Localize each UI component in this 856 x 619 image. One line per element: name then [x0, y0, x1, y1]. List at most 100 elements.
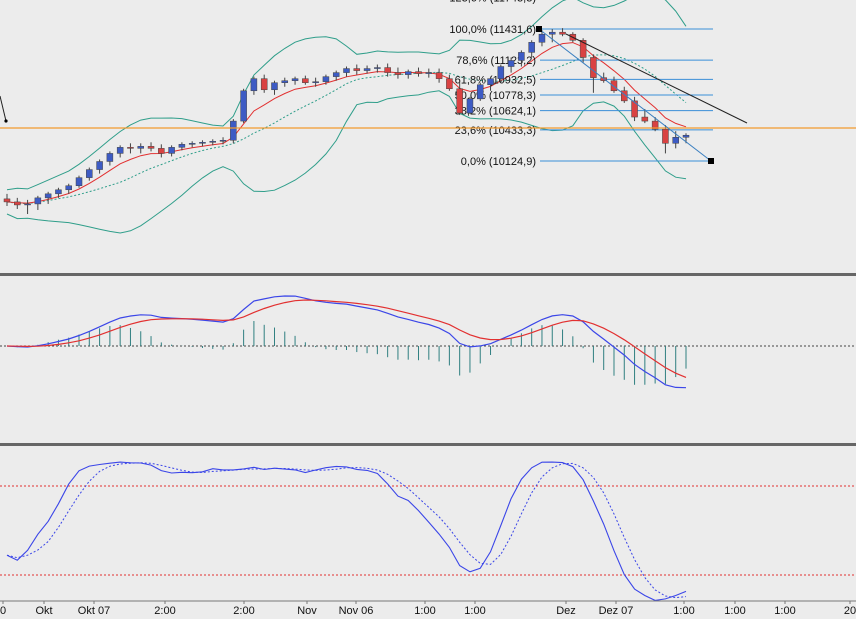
trendline-down[interactable]: [565, 33, 748, 124]
candle-body: [353, 68, 361, 71]
macd-histogram: [16, 321, 687, 385]
candle-body: [188, 143, 196, 145]
candle-body: [24, 203, 31, 206]
time-tick-label: 2:00: [233, 605, 254, 617]
candle-body: [147, 146, 155, 149]
stochastic-pane: [0, 461, 856, 601]
candle-body: [209, 141, 217, 143]
bollinger-bands: [6, 0, 687, 234]
time-tick-label: 0: [0, 605, 6, 617]
fib-level-label: 78,6% (11123,2): [456, 55, 536, 67]
candle-body: [641, 116, 649, 122]
time-tick-label: 1:00: [724, 605, 745, 617]
time-tick-label: Okt 07: [78, 605, 110, 617]
candle-body: [3, 198, 11, 203]
candle-body: [260, 78, 268, 91]
time-tick-label: 1:00: [464, 605, 485, 617]
candle-body: [86, 169, 93, 178]
macd-signal-line: [6, 299, 687, 378]
candle-body: [415, 71, 422, 74]
candle-body: [332, 72, 340, 77]
candle-body: [466, 98, 474, 114]
fib-level-label: 0,0% (10124,9): [461, 156, 536, 168]
candle-body: [230, 120, 237, 141]
candle-body: [549, 31, 556, 35]
candle-body: [446, 78, 453, 90]
fib-anchor-bottom[interactable]: [708, 158, 714, 164]
candle-body: [579, 40, 587, 58]
stochastic-k-line: [6, 461, 687, 601]
fib-level-label: 100,0% (11431,6): [449, 24, 536, 36]
candle-body: [631, 100, 638, 118]
time-tick-label: Nov 06: [339, 605, 374, 617]
candles: [3, 28, 690, 215]
time-tick-label: Nov: [297, 605, 317, 617]
candle-body: [435, 72, 443, 79]
moving-average-red: [6, 42, 687, 204]
time-tick-label: Dez 07: [599, 605, 634, 617]
candle-body: [281, 80, 289, 83]
candle-body: [384, 67, 391, 73]
candle-body: [538, 33, 546, 43]
candle-body: [137, 146, 144, 149]
candle-body: [559, 31, 566, 35]
candle-body: [487, 78, 494, 85]
candle-body: [507, 60, 515, 67]
candle-body: [75, 177, 83, 186]
candle-body: [476, 84, 484, 100]
candle-body: [672, 137, 679, 144]
candle-body: [219, 140, 227, 142]
bollinger-lower: [6, 90, 687, 234]
candle-body: [374, 67, 381, 69]
candle-body: [65, 185, 72, 191]
candle-body: [621, 90, 628, 102]
fib-level-label: 23,6% (10433,3): [455, 125, 536, 137]
candle-body: [651, 120, 659, 130]
time-tick-label: 1:00: [774, 605, 795, 617]
candle-body: [312, 81, 319, 83]
candle-body: [497, 66, 505, 79]
fib-anchor-line[interactable]: [538, 28, 712, 162]
candle-body: [291, 78, 299, 81]
left-trendline-end[interactable]: [4, 119, 8, 123]
fib-level-label: 123,6% (11743,3): [449, 0, 536, 5]
bollinger-upper: [6, 0, 687, 191]
candle-body: [363, 68, 371, 71]
candle-body: [682, 134, 690, 138]
candle-body: [199, 142, 206, 144]
candle-body: [178, 144, 186, 148]
candle-body: [240, 90, 247, 122]
time-tick-label: 20: [844, 605, 856, 617]
time-tick-label: 2:00: [154, 605, 175, 617]
candle-body: [158, 148, 165, 154]
fibonacci-levels: 123,6% (11743,3) 100,0% (11431,6) 78,6% (1…: [449, 0, 713, 168]
macd-line: [6, 295, 687, 389]
candle-body: [250, 78, 258, 92]
candle-body: [44, 193, 52, 199]
candle-body: [322, 76, 330, 82]
left-trendline[interactable]: [0, 95, 7, 122]
candle-body: [302, 78, 309, 83]
candle-body: [116, 147, 124, 154]
candle-body: [55, 189, 62, 195]
candle-body: [518, 52, 525, 61]
fib-anchor-top[interactable]: [536, 26, 542, 32]
macd-pane: [0, 295, 856, 389]
time-axis-ticks: 0 Okt Okt 07 2:00 2:00 Nov Nov 06 1:00 1:00 Dez De…: [0, 601, 856, 617]
price-pane: 123,6% (11743,3) 100,0% (11431,6) 78,6% (1…: [0, 0, 856, 234]
candle-body: [394, 72, 402, 75]
candle-body: [343, 68, 350, 73]
fib-level-label: 61,8% (10932,5): [455, 74, 536, 86]
candle-body: [456, 88, 463, 114]
time-tick-label: Okt: [35, 605, 52, 617]
candle-body: [590, 57, 597, 78]
candle-body: [528, 42, 535, 53]
candle-body: [404, 71, 412, 75]
candle-body: [127, 147, 134, 149]
time-tick-label: 1:00: [673, 605, 694, 617]
candle-body: [168, 147, 175, 154]
fib-level-label: 50,0% (10778,3): [455, 90, 536, 102]
candle-body: [271, 82, 278, 91]
